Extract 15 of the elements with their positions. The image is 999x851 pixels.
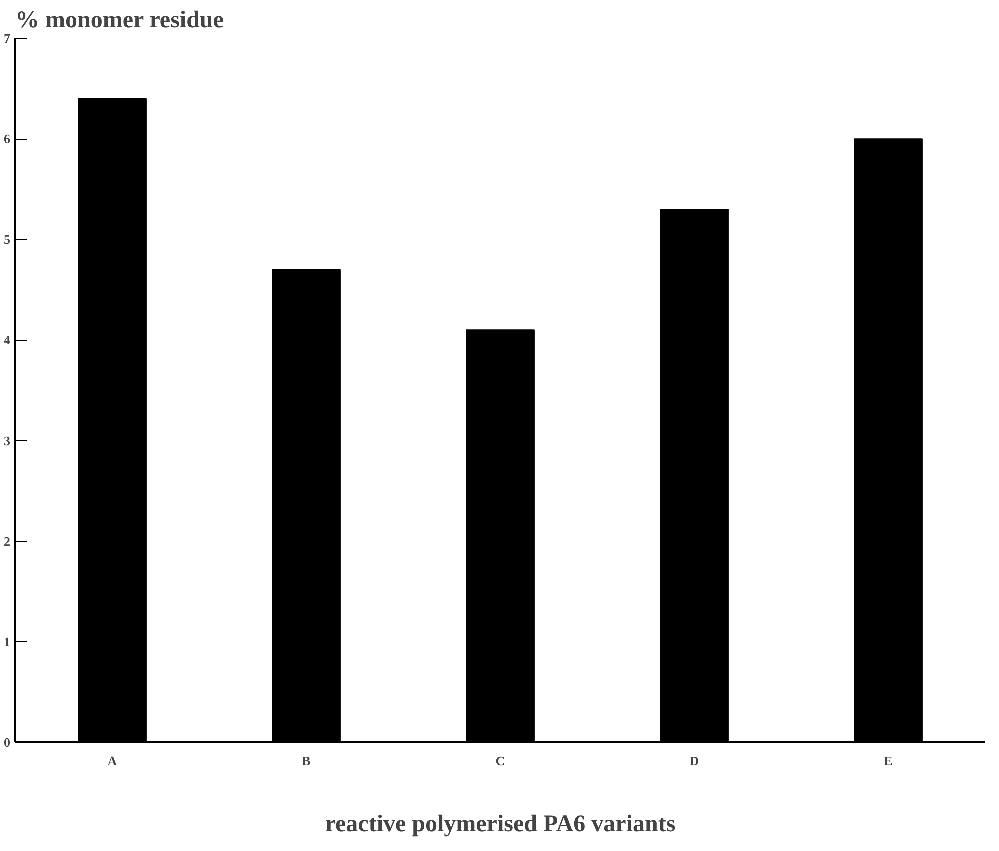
y-tick-label: 2 bbox=[4, 534, 10, 549]
x-tick-label: D bbox=[690, 754, 700, 768]
y-tick-label: 3 bbox=[4, 433, 11, 448]
y-tick-label: 4 bbox=[4, 332, 11, 348]
y-tick-label: 0 bbox=[4, 735, 10, 750]
x-tick-label: C bbox=[496, 754, 506, 768]
x-axis-title: reactive polymerised PA6 variants bbox=[325, 812, 676, 838]
y-tick-label: 6 bbox=[4, 132, 11, 147]
y-axis-title: % monomer residue bbox=[16, 8, 224, 34]
x-tick-label: A bbox=[108, 754, 118, 768]
y-tick-label: 1 bbox=[4, 634, 10, 650]
y-tick-label: 7 bbox=[4, 31, 11, 46]
y-tick-label: 5 bbox=[4, 232, 11, 248]
x-tick-label: B bbox=[302, 754, 312, 768]
x-tick-label: E bbox=[884, 754, 893, 768]
